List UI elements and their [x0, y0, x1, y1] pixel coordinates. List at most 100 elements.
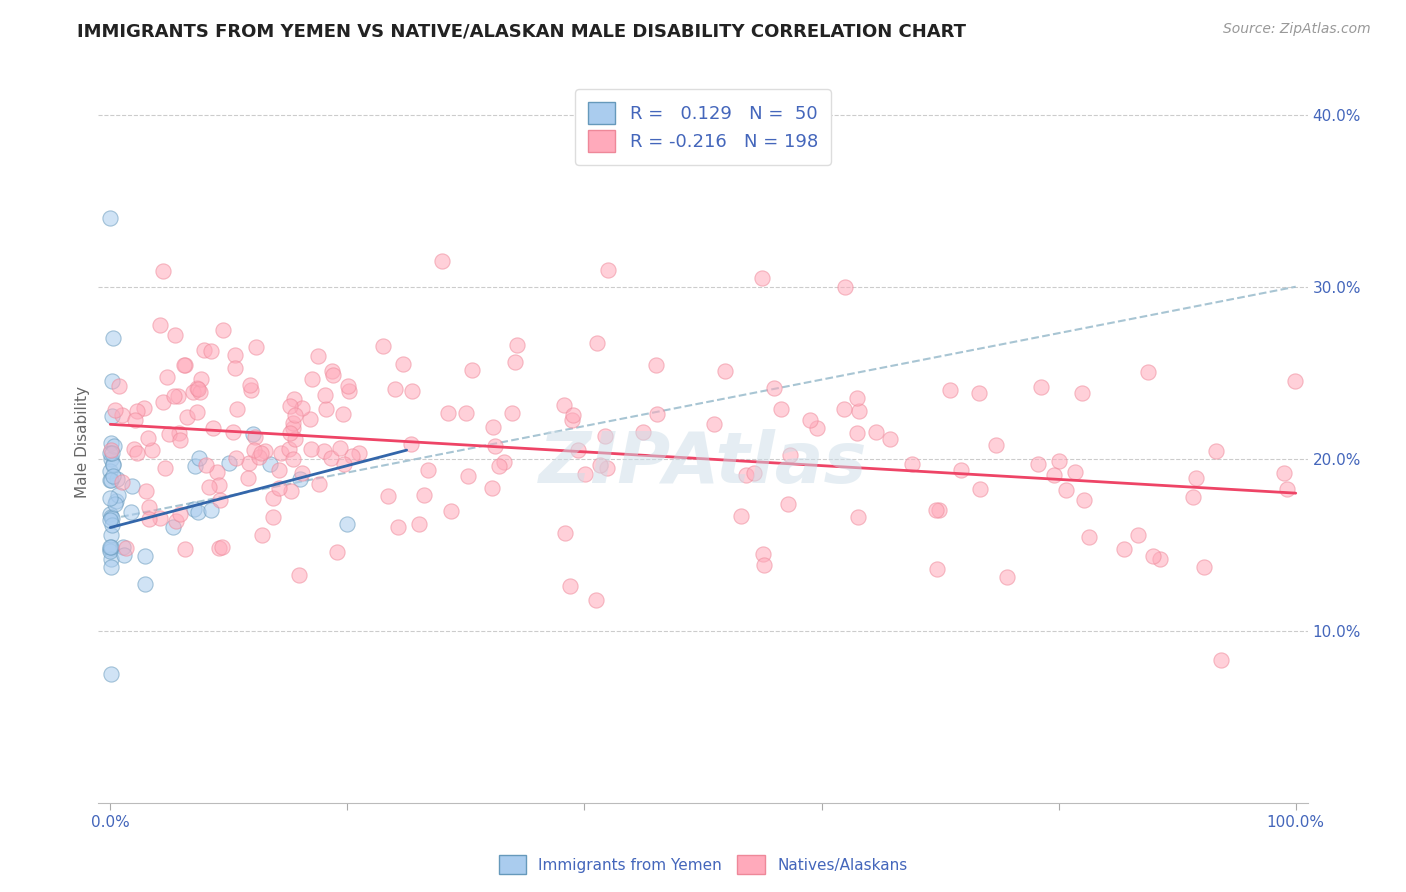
Point [111, 408, 134, 422]
Point [98, 473, 121, 487]
Point [239, 383, 262, 397]
Point [703, 417, 725, 432]
Point [247, 450, 270, 465]
Point [100, 507, 122, 521]
Point [561, 408, 583, 422]
Point [321, 364, 343, 378]
Point [163, 389, 186, 403]
Point [101, 409, 124, 423]
Point [337, 384, 360, 398]
Point [101, 457, 124, 471]
Point [149, 511, 172, 525]
Point [103, 438, 125, 452]
Point [226, 402, 249, 417]
Point [100, 541, 122, 555]
Point [387, 519, 409, 533]
Point [505, 355, 527, 369]
Point [730, 508, 752, 523]
Point [879, 433, 901, 447]
Point [254, 443, 277, 458]
Point [848, 404, 870, 418]
Point [1142, 549, 1164, 563]
Point [238, 471, 260, 485]
Point [174, 358, 197, 372]
Point [333, 457, 356, 471]
Point [120, 505, 142, 519]
Point [98, 464, 121, 478]
Point [212, 323, 235, 337]
Point [1029, 379, 1052, 393]
Point [200, 344, 222, 359]
Point [288, 568, 311, 582]
Point [186, 381, 208, 395]
Point [100, 474, 122, 488]
Point [100, 442, 122, 457]
Point [138, 512, 160, 526]
Point [1054, 483, 1077, 497]
Point [222, 425, 245, 439]
Point [481, 481, 503, 495]
Point [392, 357, 415, 371]
Point [1272, 466, 1295, 480]
Point [156, 369, 179, 384]
Point [284, 432, 307, 446]
Point [1181, 490, 1204, 504]
Point [187, 505, 209, 519]
Point [132, 401, 155, 416]
Point [1073, 493, 1095, 508]
Point [105, 473, 128, 487]
Point [1070, 385, 1092, 400]
Point [112, 541, 135, 555]
Point [1126, 528, 1149, 542]
Point [121, 479, 143, 493]
Point [1078, 530, 1101, 544]
Point [834, 402, 856, 417]
Point [107, 488, 129, 502]
Point [181, 385, 204, 400]
Point [208, 541, 231, 556]
Point [713, 364, 735, 378]
Point [183, 459, 205, 474]
Point [174, 541, 197, 556]
Text: IMMIGRANTS FROM YEMEN VS NATIVE/ALASKAN MALE DISABILITY CORRELATION CHART: IMMIGRANTS FROM YEMEN VS NATIVE/ALASKAN … [77, 22, 966, 40]
Point [461, 362, 484, 376]
Point [101, 518, 124, 533]
Point [283, 392, 305, 406]
Point [278, 399, 301, 413]
Point [846, 426, 869, 441]
Point [776, 497, 799, 511]
Point [325, 545, 347, 559]
Text: ZIPAtlas: ZIPAtlas [538, 429, 868, 498]
Point [152, 263, 174, 277]
Point [321, 450, 343, 465]
Point [134, 577, 156, 591]
Point [100, 666, 122, 681]
Point [243, 430, 266, 444]
Point [188, 450, 211, 465]
Point [631, 425, 654, 440]
Point [167, 389, 190, 403]
Point [1205, 444, 1227, 458]
Point [136, 431, 159, 445]
Point [101, 511, 124, 525]
Point [149, 318, 172, 332]
Point [173, 359, 195, 373]
Point [752, 558, 775, 572]
Point [593, 429, 616, 443]
Point [928, 503, 950, 517]
Point [553, 398, 575, 412]
Point [262, 510, 284, 524]
Point [245, 340, 267, 354]
Point [834, 279, 856, 293]
Point [314, 388, 336, 402]
Point [104, 497, 127, 511]
Point [100, 451, 122, 466]
Point [377, 489, 399, 503]
Point [408, 517, 430, 532]
Point [762, 381, 785, 395]
Point [967, 386, 990, 401]
Point [169, 434, 191, 448]
Point [751, 271, 773, 285]
Point [1026, 457, 1049, 471]
Point [200, 503, 222, 517]
